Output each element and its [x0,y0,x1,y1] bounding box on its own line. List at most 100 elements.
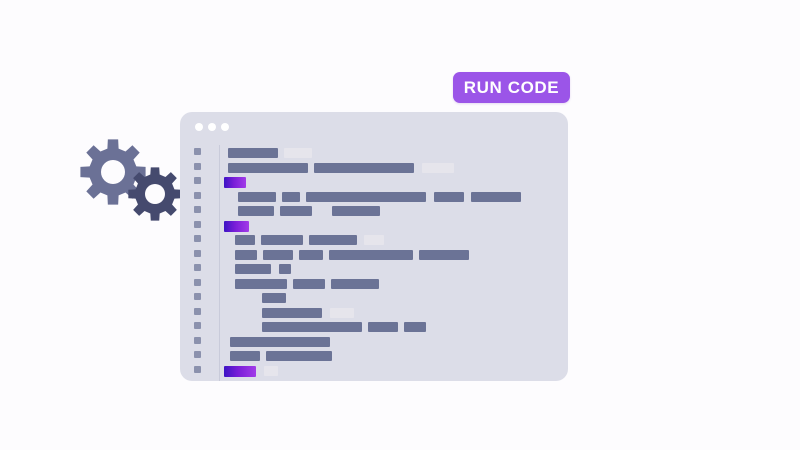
code-token [299,249,323,260]
code-line[interactable] [220,264,291,274]
gear-hub-hole [145,184,165,204]
code-line[interactable] [220,365,278,377]
keyword-token [224,177,246,188]
code-token [235,264,271,274]
code-token [228,148,278,158]
keyword-token [224,220,249,232]
editor-gutter-divider [219,145,220,381]
code-line[interactable] [220,293,286,303]
code-token [293,278,325,289]
code-token [419,249,469,260]
gears-svg [80,139,182,221]
gutter-line-marker [194,351,201,358]
light-gear-icon [80,139,146,205]
code-token [261,235,303,245]
code-token [262,307,322,318]
code-line[interactable] [220,351,332,361]
code-token [238,206,274,216]
code-token [228,162,308,173]
token-gap [271,264,279,274]
run-code-button[interactable]: RUN CODE [453,72,570,103]
gutter-line-marker [194,177,201,184]
gutter-line-marker [194,191,201,199]
code-token [235,235,255,245]
comment-token [364,235,384,245]
gutter-line-marker [194,293,201,300]
gutter-line-marker [194,235,201,242]
code-line[interactable] [220,336,330,347]
comment-token [264,365,278,376]
token-gap [220,250,235,260]
comment-token [422,162,454,173]
code-token [263,249,293,260]
code-line[interactable] [220,220,249,232]
token-gap [220,322,262,332]
code-token [238,191,276,202]
code-token [314,162,414,173]
code-line[interactable] [220,206,380,216]
code-token [235,249,257,260]
code-token [309,235,357,245]
token-gap [220,337,230,347]
code-token [404,322,426,332]
code-token [230,351,260,361]
code-token [332,206,380,216]
code-token [280,206,312,216]
token-gap [312,206,332,216]
gutter-line-marker [194,249,201,257]
window-dot-minimize-icon[interactable] [208,123,216,131]
window-dot-maximize-icon[interactable] [221,123,229,131]
dark-gear-icon [128,167,182,221]
code-token [306,191,426,202]
code-line[interactable] [220,307,354,318]
token-gap [256,366,264,376]
token-gap [220,279,235,289]
code-token [266,351,332,361]
code-token [329,249,413,260]
token-gap [220,148,228,158]
code-token [230,336,330,347]
code-line[interactable] [220,322,426,332]
gutter-line-marker [194,162,201,170]
gutter-line-marker [194,307,201,315]
token-gap [220,293,262,303]
code-line[interactable] [220,278,379,289]
gutter-line-marker [194,365,201,373]
gutter-line-marker [194,278,201,286]
code-token [471,191,521,202]
code-token [279,264,291,274]
code-line[interactable] [220,235,384,245]
keyword-token [224,365,256,377]
window-titlebar [180,112,568,142]
code-token [262,293,286,303]
code-token [282,191,300,202]
editor-code-area[interactable] [220,145,568,381]
token-gap [220,308,262,318]
gutter-line-marker [194,220,201,228]
code-line[interactable] [220,191,521,202]
comment-token [330,307,354,318]
code-token [368,322,398,332]
code-line[interactable] [220,162,454,173]
gears-decoration [72,130,192,230]
gutter-line-marker [194,206,201,213]
gutter-line-marker [194,336,201,344]
code-line[interactable] [220,148,312,158]
code-line[interactable] [220,177,246,188]
token-gap [220,163,228,173]
code-token [331,278,379,289]
code-editor-window [180,112,568,381]
code-line[interactable] [220,249,469,260]
token-gap [426,192,434,202]
code-token [235,278,287,289]
token-gap [357,235,364,245]
code-token [262,322,362,332]
gutter-line-marker [194,322,201,329]
token-gap [220,264,235,274]
token-gap [464,192,471,202]
window-dot-close-icon[interactable] [195,123,203,131]
comment-token [284,148,312,158]
gutter-line-marker [194,264,201,271]
token-gap [220,192,238,202]
